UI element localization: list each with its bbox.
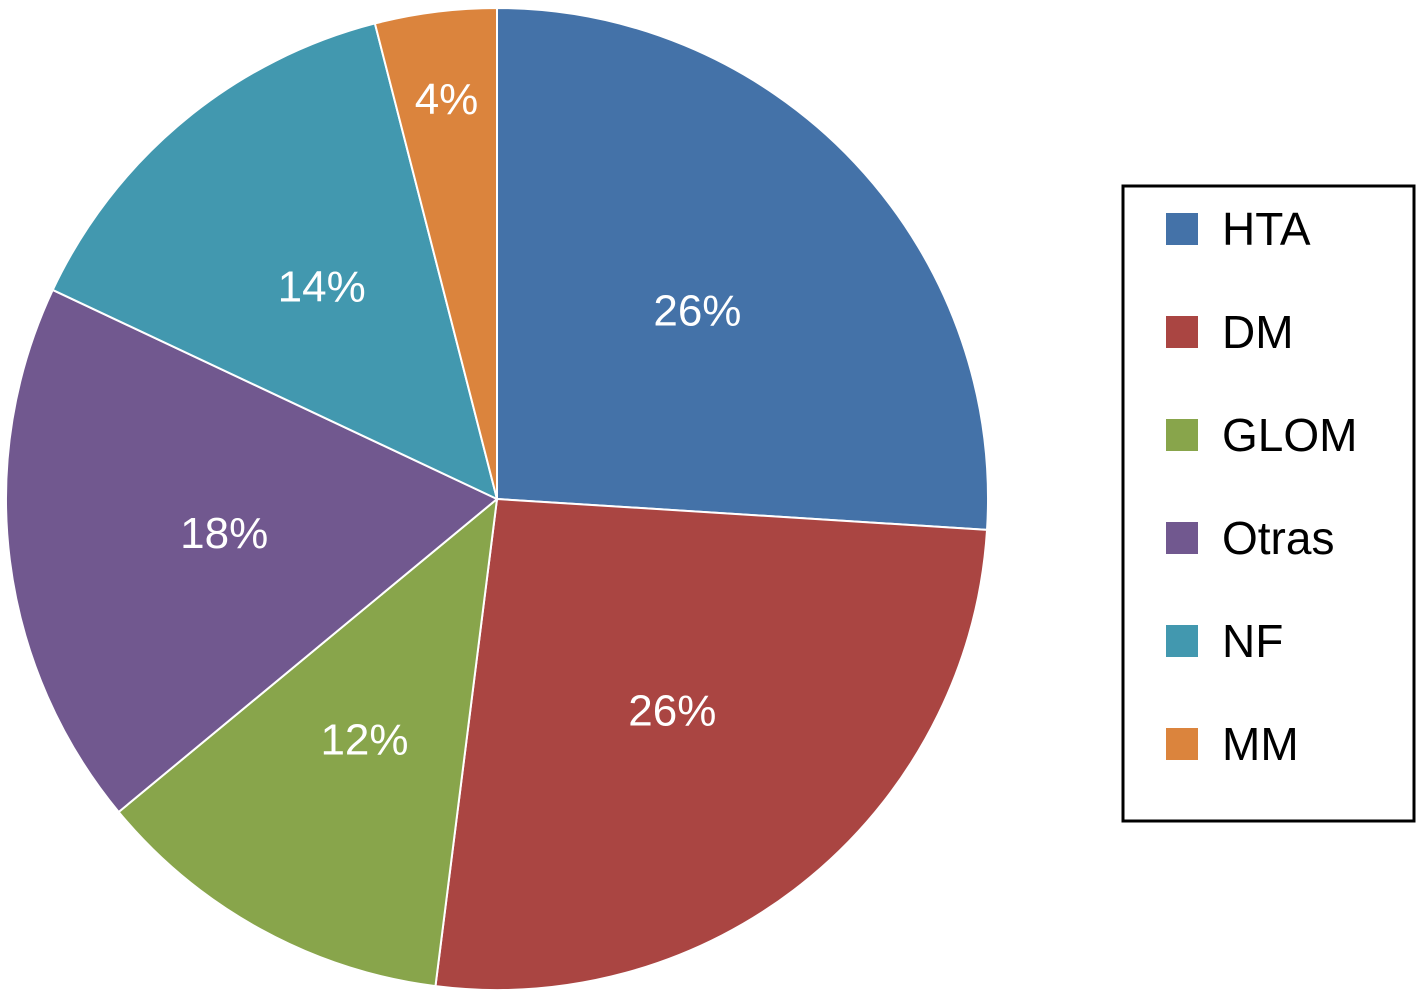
pie-slice-mm bbox=[373, 7, 498, 500]
slice-label-glom: 12% bbox=[320, 715, 408, 764]
pie-slice-hta bbox=[496, 7, 989, 531]
legend-label-glom: GLOM bbox=[1222, 409, 1357, 461]
legend-swatch-hta bbox=[1166, 213, 1198, 245]
legend-frame bbox=[1121, 184, 1416, 823]
pie-slices bbox=[4, 7, 989, 991]
slice-label-mm: 4% bbox=[415, 75, 479, 124]
slice-label-dm: 26% bbox=[628, 686, 716, 735]
pie-slice-dm bbox=[434, 498, 989, 991]
slice-label-hta: 26% bbox=[653, 286, 741, 335]
legend-swatch-glom bbox=[1166, 419, 1198, 451]
legend-label-mm: MM bbox=[1222, 718, 1299, 770]
legend-swatch-dm bbox=[1166, 316, 1198, 348]
legend-label-nf: NF bbox=[1222, 615, 1283, 667]
legend: HTA DM GLOM Otras NF MM bbox=[1121, 184, 1416, 823]
legend-label-otras: Otras bbox=[1222, 512, 1334, 564]
legend-label-dm: DM bbox=[1222, 306, 1294, 358]
slice-label-nf: 14% bbox=[278, 263, 366, 312]
legend-swatch-nf bbox=[1166, 625, 1198, 657]
pie-slice-nf bbox=[51, 22, 498, 500]
legend-label-hta: HTA bbox=[1222, 203, 1311, 255]
pie-slice-otras bbox=[4, 288, 498, 813]
pie-slice-glom bbox=[117, 498, 498, 988]
slice-label-otras: 18% bbox=[180, 509, 268, 558]
pie-slice-labels: 26% 26% 12% 18% 14% 4% bbox=[180, 75, 741, 764]
legend-swatch-otras bbox=[1166, 522, 1198, 554]
legend-swatch-mm bbox=[1166, 728, 1198, 760]
